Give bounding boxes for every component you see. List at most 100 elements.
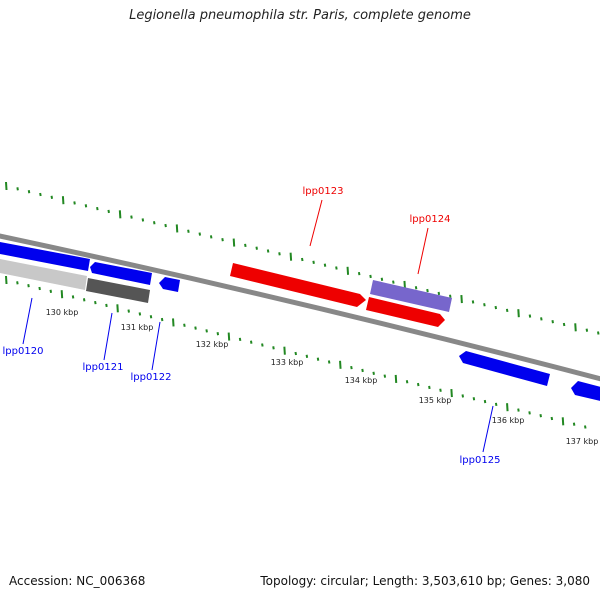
tick-mark <box>584 425 587 429</box>
tick-mark <box>416 382 420 387</box>
gene-arrow-7[interactable] <box>571 381 600 402</box>
gene-label-lpp0121[interactable]: lpp0121 <box>83 362 124 373</box>
tick-label: 134 kbp <box>345 376 378 385</box>
gene-label-lpp0123[interactable]: lpp0123 <box>303 186 344 197</box>
accession-text: Accession: NC_006368 <box>9 574 146 588</box>
tick-mark <box>506 403 509 412</box>
label-leader-line <box>103 312 113 361</box>
label-leader-line <box>22 297 33 345</box>
tick-mark <box>361 368 364 373</box>
tick-mark <box>372 371 375 375</box>
tick-label: 135 kbp <box>419 396 452 405</box>
tick-mark <box>232 238 236 247</box>
tick-mark <box>450 389 453 398</box>
tick-mark <box>38 286 41 291</box>
gene-arrow-lpp0123[interactable] <box>230 263 366 307</box>
tick-mark <box>585 328 589 332</box>
tick-mark <box>394 374 398 384</box>
tick-labels: 130 kbp 131 kbp 132 kbp 133 kbp 134 kbp 135 k… <box>46 308 599 446</box>
tick-mark <box>357 271 361 276</box>
tick-mark <box>61 196 65 205</box>
tick-mark <box>539 414 542 418</box>
tick-mark <box>289 252 293 261</box>
tick-mark <box>471 300 475 304</box>
tick-mark <box>369 274 372 279</box>
tick-mark <box>255 246 258 250</box>
tick-mark <box>494 305 498 310</box>
tick-mark <box>305 354 309 358</box>
gene-bar-lpp0124[interactable] <box>370 280 452 312</box>
gene-bar-lpp0120[interactable] <box>0 258 87 290</box>
tick-mark <box>73 201 76 205</box>
tick-mark <box>216 332 220 336</box>
tick-mark <box>323 263 327 267</box>
tick-mark <box>574 323 577 332</box>
tick-mark <box>346 266 350 275</box>
gene-bar-lpp0121[interactable] <box>86 278 150 303</box>
tick-mark <box>160 317 164 322</box>
tick-mark <box>50 195 54 199</box>
tick-mark <box>405 380 409 384</box>
inner-tick-row <box>5 275 587 429</box>
gene-arrow-lpp0123-lower[interactable] <box>366 297 445 327</box>
tick-mark <box>483 399 487 404</box>
genome-summary-text: Topology: circular; Length: 3,503,610 bp… <box>260 574 590 588</box>
gene-arrow-lpp0125[interactable] <box>459 351 550 386</box>
tick-mark <box>60 290 64 299</box>
tick-mark <box>428 385 431 390</box>
tick-mark <box>118 210 122 219</box>
label-leader-line <box>151 321 161 371</box>
tick-mark <box>562 322 566 327</box>
label-leader-line <box>417 227 429 275</box>
tick-mark <box>261 343 264 347</box>
tick-mark <box>272 346 275 350</box>
tick-mark <box>494 402 498 407</box>
tick-mark <box>266 249 270 253</box>
tick-mark <box>461 394 465 398</box>
tick-mark <box>460 295 463 304</box>
tick-mark <box>221 238 224 242</box>
tick-mark <box>187 229 190 233</box>
tick-mark <box>84 204 88 208</box>
tick-mark <box>528 314 532 318</box>
tick-mark <box>597 331 600 335</box>
tick-mark <box>5 275 8 285</box>
tick-mark <box>105 303 108 308</box>
gene-arrow-lpp0120-upper[interactable] <box>90 262 152 285</box>
tick-mark <box>71 295 75 299</box>
tick-mark <box>335 266 338 270</box>
tick-mark <box>517 309 520 318</box>
tick-mark <box>153 221 156 225</box>
tick-mark <box>316 357 320 361</box>
tick-mark <box>437 291 441 296</box>
gene-arrow-lpp0122[interactable] <box>159 277 180 292</box>
tick-mark <box>164 223 167 228</box>
tick-mark <box>350 365 353 370</box>
tick-mark <box>94 300 97 305</box>
gene-label-lpp0120[interactable]: lpp0120 <box>3 346 44 357</box>
tick-mark <box>517 408 520 412</box>
tick-mark <box>96 206 99 211</box>
tick-mark <box>551 320 554 324</box>
gene-label-lpp0125[interactable]: lpp0125 <box>460 455 501 466</box>
gene-labels: lpp0120 lpp0121 lpp0122 lpp0123 lpp0124 lpp01… <box>3 186 501 466</box>
gene-label-lpp0122[interactable]: lpp0122 <box>131 372 172 383</box>
tick-label: 130 kbp <box>46 308 79 317</box>
genome-backbone <box>0 233 600 382</box>
tick-mark <box>414 286 418 290</box>
tick-mark <box>294 351 297 356</box>
tick-mark <box>540 317 543 321</box>
tick-mark <box>426 288 429 293</box>
gene-label-lpp0124[interactable]: lpp0124 <box>410 214 451 225</box>
tick-mark <box>130 215 133 219</box>
tick-label: 132 kbp <box>196 340 229 349</box>
tick-mark <box>27 283 30 288</box>
tick-mark <box>209 235 213 239</box>
tick-mark <box>27 189 31 194</box>
tick-mark <box>244 243 247 248</box>
tick-mark <box>380 277 384 281</box>
label-leader-line <box>482 405 494 453</box>
tick-mark <box>449 294 452 298</box>
gene-arrow-0[interactable] <box>0 241 90 271</box>
